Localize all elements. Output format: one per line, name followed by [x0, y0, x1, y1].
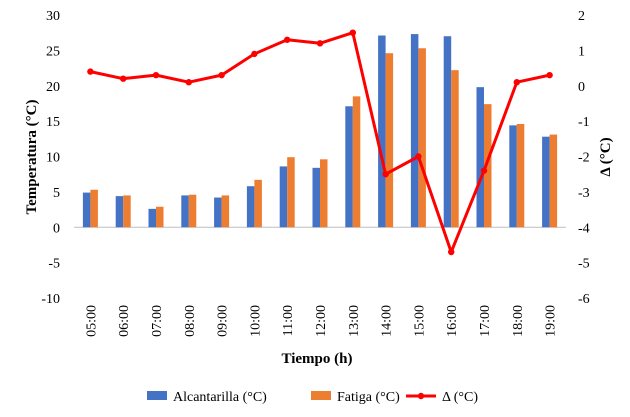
y-tick-label: 20	[46, 80, 60, 95]
delta-point	[185, 79, 192, 86]
delta-point	[284, 36, 291, 43]
delta-point	[546, 71, 553, 79]
bar-fatiga	[418, 48, 426, 228]
bar-fatiga	[90, 189, 98, 228]
x-tick-label: 15:00	[412, 305, 427, 337]
y2-tick-label: 2	[578, 9, 585, 24]
delta-point	[120, 75, 127, 82]
y-tick-label: 30	[46, 9, 60, 24]
bar-alcantarilla	[279, 166, 288, 228]
bar-fatiga	[352, 96, 361, 228]
y2-tick-label: -4	[578, 221, 590, 236]
y-axis-title: Temperatura (°C)	[24, 99, 40, 214]
bar-alcantarilla	[148, 208, 156, 228]
bar-alcantarilla	[476, 87, 484, 228]
bar-fatiga	[484, 104, 492, 228]
x-tick-label: 14:00	[380, 305, 395, 337]
bar-fatiga	[221, 195, 230, 228]
y2-tick-label: -6	[578, 292, 590, 307]
bar-alcantarilla	[378, 35, 386, 228]
x-tick-label: 05:00	[84, 305, 99, 337]
x-tick-label: 09:00	[216, 305, 231, 337]
bar-alcantarilla	[443, 36, 452, 228]
bar-fatiga	[156, 206, 164, 228]
bar-alcantarilla	[312, 167, 320, 228]
bar-fatiga	[549, 134, 558, 228]
bar-fatiga	[320, 159, 328, 228]
x-tick-label: 12:00	[314, 305, 329, 337]
legend-marker	[417, 392, 425, 400]
bar-fatiga	[287, 157, 295, 228]
legend-label: Fatiga (°C)	[337, 390, 400, 405]
x-tick-label: 13:00	[347, 305, 362, 337]
legend-swatch	[311, 391, 331, 400]
y-tick-label: 0	[53, 221, 60, 236]
y2-tick-label: -3	[578, 186, 590, 201]
delta-point	[382, 170, 389, 178]
x-tick-label: 10:00	[248, 305, 263, 337]
y-tick-label: 15	[46, 115, 60, 130]
delta-point	[415, 153, 422, 160]
y-tick-label: 10	[46, 151, 60, 166]
delta-point	[152, 71, 160, 79]
x-tick-label: 08:00	[183, 305, 198, 337]
bar-alcantarilla	[410, 34, 419, 228]
y2-axis-title: Δ (°C)	[598, 137, 614, 176]
delta-point	[349, 29, 356, 36]
legend: Alcantarilla (°C) Fatiga (°C) Δ (°C)	[147, 390, 478, 405]
x-tick-label: 17:00	[478, 305, 493, 337]
legend-item: Alcantarilla (°C)	[147, 390, 267, 405]
legend-label: Alcantarilla (°C)	[173, 390, 267, 405]
y-tick-label: 5	[53, 186, 60, 201]
bar-alcantarilla	[542, 136, 550, 228]
bar-alcantarilla	[82, 192, 91, 228]
bar-fatiga	[385, 53, 394, 228]
y2-tick-label: -2	[578, 151, 590, 166]
delta-point	[218, 71, 225, 79]
delta-point	[480, 167, 488, 174]
bar-fatiga	[254, 179, 262, 228]
delta-point	[513, 79, 520, 86]
bar-alcantarilla	[509, 125, 517, 228]
bar-alcantarilla	[115, 196, 124, 228]
x-tick-label: 16:00	[445, 305, 460, 337]
y-tick-label: 25	[46, 44, 60, 59]
x-tick-label: 19:00	[544, 305, 559, 337]
y-tick-label: -10	[41, 292, 60, 307]
legend-item: Δ (°C)	[406, 390, 478, 405]
legend-swatch	[147, 391, 167, 400]
delta-point	[448, 248, 455, 256]
x-tick-label: 11:00	[281, 305, 296, 336]
bar-alcantarilla	[181, 195, 189, 228]
y2-tick-label: -5	[578, 257, 590, 272]
legend-label: Δ (°C)	[442, 390, 478, 405]
bar-fatiga	[123, 195, 131, 228]
legend-item: Fatiga (°C)	[311, 390, 400, 405]
bar-alcantarilla	[214, 197, 222, 228]
bar-fatiga	[516, 123, 525, 228]
y2-tick-label: -1	[578, 115, 590, 130]
y-tick-label: -5	[48, 257, 60, 272]
bars	[82, 34, 558, 228]
delta-line	[87, 29, 553, 256]
bar-alcantarilla	[345, 106, 353, 228]
x-tick-label: 07:00	[150, 305, 165, 337]
x-axis-title: Tiempo (h)	[282, 351, 353, 367]
y2-tick-label: 1	[578, 44, 585, 59]
x-tick-label: 06:00	[117, 305, 132, 337]
delta-point	[87, 68, 94, 75]
bar-fatiga	[188, 194, 197, 228]
delta-point	[316, 40, 324, 47]
x-tick-label: 18:00	[511, 305, 526, 337]
delta-point	[251, 50, 258, 58]
y2-tick-label: 0	[578, 80, 585, 95]
bar-fatiga	[451, 70, 459, 228]
bar-alcantarilla	[246, 186, 255, 228]
